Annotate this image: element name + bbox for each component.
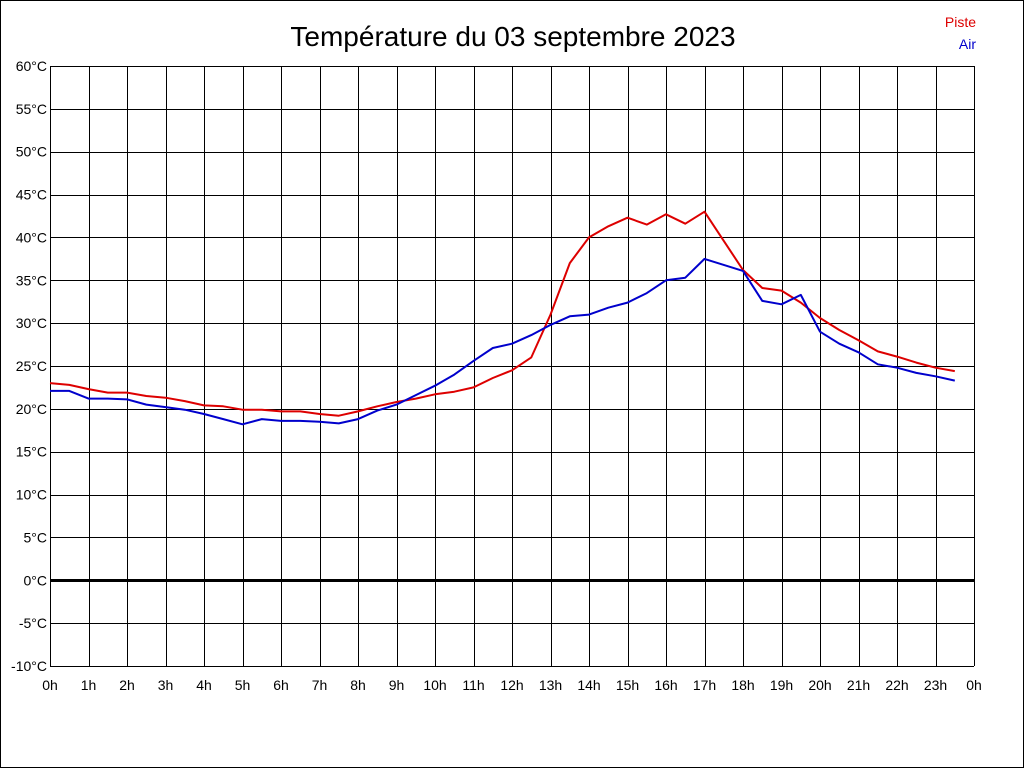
y-tick-label: 45°C xyxy=(16,187,47,203)
grid-layer xyxy=(50,66,975,667)
x-tick-label: 6h xyxy=(273,677,289,693)
y-tick-label: 60°C xyxy=(16,58,47,74)
x-tick-label: 18h xyxy=(731,677,754,693)
y-tick-labels: 60°C 55°C 50°C 45°C 40°C 35°C 30°C 25°C 20°C 15°C… xyxy=(11,58,47,674)
series-line-piste xyxy=(49,210,955,417)
x-tick-label: 5h xyxy=(235,677,251,693)
series-layer xyxy=(49,210,956,426)
x-tick-label: 22h xyxy=(885,677,908,693)
legend: Piste Air xyxy=(945,14,976,52)
x-tick-label: 16h xyxy=(654,677,677,693)
y-tick-label: 30°C xyxy=(16,315,47,331)
y-tick-label: 35°C xyxy=(16,272,47,288)
y-tick-label: 10°C xyxy=(16,487,47,503)
x-tick-label: 17h xyxy=(693,677,716,693)
y-tick-label: 0°C xyxy=(24,572,48,588)
x-tick-label: 19h xyxy=(770,677,793,693)
x-tick-label: 7h xyxy=(312,677,328,693)
y-tick-label: 5°C xyxy=(24,529,48,545)
x-tick-label: 8h xyxy=(350,677,366,693)
x-tick-label: 9h xyxy=(389,677,405,693)
x-tick-label: 0h xyxy=(966,677,982,693)
y-tick-label: 20°C xyxy=(16,401,47,417)
legend-item-piste: Piste xyxy=(945,14,976,30)
y-tick-label: 25°C xyxy=(16,358,47,374)
x-tick-label: 12h xyxy=(500,677,523,693)
x-tick-label: 0h xyxy=(42,677,58,693)
y-tick-label: 40°C xyxy=(16,229,47,245)
x-tick-label: 15h xyxy=(616,677,639,693)
x-tick-label: 20h xyxy=(808,677,831,693)
x-tick-label: 11h xyxy=(462,677,484,693)
x-tick-label: 4h xyxy=(196,677,212,693)
x-tick-label: 1h xyxy=(81,677,97,693)
y-tick-label: 50°C xyxy=(16,144,47,160)
x-tick-labels: 0h 1h 2h 3h 4h 5h 6h 7h 8h 9h 10h 11h 12h 13h 14h 15h 16… xyxy=(42,677,982,693)
y-tick-label: 15°C xyxy=(16,444,47,460)
y-tick-label: -5°C xyxy=(19,615,47,631)
chart-title: Température du 03 septembre 2023 xyxy=(290,21,735,52)
series-line-air xyxy=(50,257,956,426)
x-tick-label: 13h xyxy=(539,677,562,693)
x-tick-label: 23h xyxy=(924,677,947,693)
x-tick-label: 3h xyxy=(158,677,174,693)
legend-item-air: Air xyxy=(959,36,976,52)
y-tick-label: -10°C xyxy=(11,658,47,674)
x-tick-label: 2h xyxy=(119,677,135,693)
y-tick-label: 55°C xyxy=(16,101,47,117)
x-tick-label: 14h xyxy=(577,677,600,693)
x-tick-label: 10h xyxy=(423,677,446,693)
x-tick-label: 21h xyxy=(847,677,870,693)
